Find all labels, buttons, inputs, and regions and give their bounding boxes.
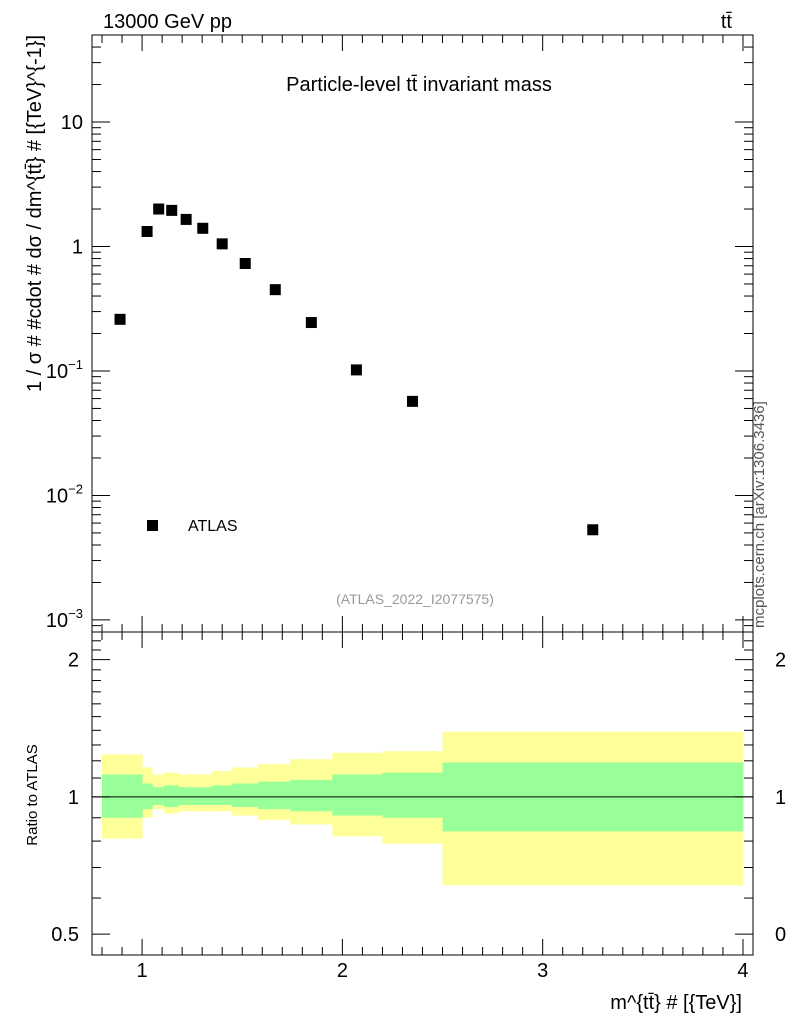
x-tick-label: 1 (137, 960, 148, 982)
stat-uncertainty-band (290, 779, 333, 812)
stat-uncertainty-band (164, 785, 179, 808)
main-y-tick-label: 10−2 (46, 481, 83, 507)
data-point (350, 364, 362, 376)
mcplots-side-label: mcplots.cern.ch [arXiv:1306.3436] (751, 401, 768, 628)
main-panel: 10−3 10−2 10−1 1 10 Particle-level tt̄ invar… (24, 34, 754, 633)
stat-uncertainty-band (382, 772, 444, 818)
data-point (216, 238, 228, 250)
main-y-axis: 10−3 10−2 10−1 1 10 (46, 34, 753, 633)
legend-marker (147, 520, 158, 531)
stat-uncertainty-band (258, 781, 291, 810)
ratio-bands-layer (102, 731, 744, 886)
data-point (587, 524, 599, 536)
stat-uncertainty-band (178, 787, 195, 805)
x-tick-label: 3 (537, 960, 548, 982)
x-tick-label: 2 (337, 960, 348, 982)
legend-label: ATLAS (188, 518, 238, 535)
stat-uncertainty-band (332, 774, 383, 816)
analysis-label: (ATLAS_2022_I2077575) (336, 591, 494, 607)
ratio-y-tick-label: 0.5 (51, 924, 79, 946)
data-point (141, 225, 153, 237)
main-y-tick-label: 10−3 (46, 606, 83, 632)
data-point (305, 317, 317, 329)
main-frame (91, 34, 754, 633)
ratio-frame (91, 631, 754, 956)
ratio-y-axis: 0.5 0.5 1 1 2 2 (51, 640, 786, 946)
ratio-y-tick-label-right: 0.5 (775, 924, 786, 946)
ratio-x-axis: 1 2 3 4 (101, 632, 749, 982)
stat-uncertainty-band (194, 787, 213, 805)
ratio-y-tick-label: 1 (68, 787, 79, 809)
data-point (166, 204, 178, 216)
main-markers-layer (114, 203, 599, 536)
data-point (114, 313, 126, 325)
x-tick-label: 4 (737, 960, 748, 982)
stat-uncertainty-band (212, 785, 233, 805)
ratio-y-tick-label-right: 1 (775, 787, 786, 809)
data-point (153, 203, 165, 215)
ratio-y-tick-label-right: 2 (775, 650, 786, 672)
stat-uncertainty-band (142, 783, 153, 810)
stat-uncertainty-band (152, 787, 165, 805)
stat-uncertainty-band (232, 783, 259, 808)
header-energy-label: 13000 GeV pp (103, 11, 232, 33)
data-point (180, 213, 192, 225)
data-point (197, 222, 209, 234)
main-y-tick-label: 1 (72, 236, 83, 258)
main-y-tick-label: 10−1 (46, 357, 83, 383)
main-y-axis-label: 1 / σ # #cdot # dσ / dm^{tt̄} # [{TeV}^{… (24, 35, 46, 392)
data-point (239, 258, 251, 270)
data-point (406, 395, 418, 407)
ratio-y-tick-label: 2 (68, 650, 79, 672)
ratio-y-axis-label: Ratio to ATLAS (24, 744, 41, 845)
chart-title: Particle-level tt̄ invariant mass (286, 74, 552, 96)
header-process-label: tt̄ (721, 11, 733, 33)
main-x-axis (101, 35, 744, 632)
stat-uncertainty-band (102, 774, 143, 818)
main-y-tick-label: 10 (61, 112, 83, 134)
data-point (269, 284, 281, 296)
x-axis-label: m^{tt̄} # [{TeV}] (610, 992, 742, 1014)
ratio-panel: 0.5 0.5 1 1 2 2 1 2 3 4 Ratio to ATLAS m^{tt̄} #… (24, 631, 786, 1014)
